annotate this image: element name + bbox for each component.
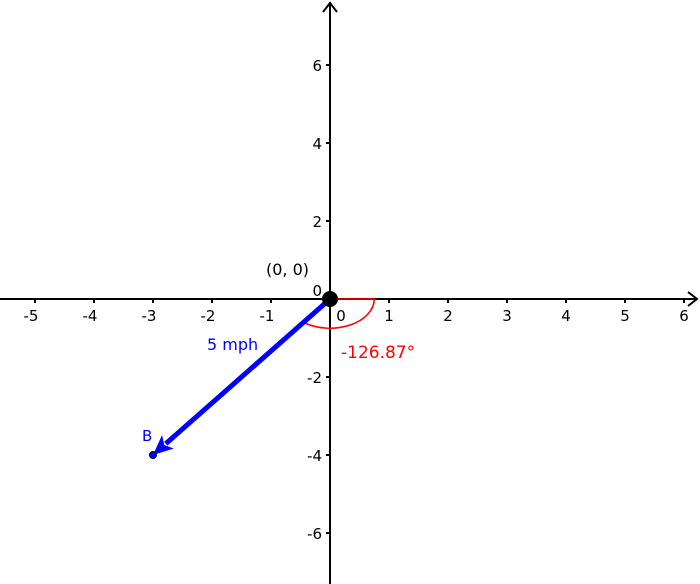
x-tick-label: -1: [260, 307, 275, 325]
x-tick-label: 1: [384, 307, 394, 325]
x-tick-label: 2: [443, 307, 453, 325]
y-tick-label: 6: [312, 57, 322, 75]
origin-label: (0, 0): [266, 260, 309, 279]
y-tick-label: 4: [312, 135, 322, 153]
vector-line[interactable]: [164, 297, 332, 446]
x-tick-label: 0: [336, 307, 346, 325]
x-tick-label: 6: [679, 307, 689, 325]
x-tick-label: -4: [83, 307, 98, 325]
y-tick-label: 0: [312, 282, 322, 300]
y-tick-label: -2: [307, 369, 322, 387]
angle-arc: [302, 298, 376, 330]
y-tick-label: -6: [307, 525, 322, 543]
vector-group[interactable]: [149, 291, 339, 459]
x-tick-label: -3: [142, 307, 157, 325]
x-tick-label: -2: [201, 307, 216, 325]
y-axis-arrow-icon: [322, 1, 338, 13]
origin-point[interactable]: [322, 291, 338, 307]
y-tick-label: 2: [312, 213, 322, 231]
angle-label: -126.87°: [341, 343, 415, 363]
x-tick-label: 3: [502, 307, 512, 325]
x-axis-arrow-icon: [687, 291, 699, 307]
point-b[interactable]: [149, 451, 157, 459]
y-tick-label: -4: [307, 447, 322, 465]
point-b-label: B: [142, 427, 152, 445]
x-tick-label: -5: [24, 307, 39, 325]
x-tick-label: 4: [561, 307, 571, 325]
vector-arrowhead-icon: [153, 435, 174, 455]
x-tick-label: 5: [620, 307, 630, 325]
angle-arc-shape: [302, 298, 376, 330]
tick-marks: -5 -4 -3 -2 -1 0 1 2 3 4 5 6 6 4 2 0 -2 -4 -6: [24, 57, 689, 543]
vector-label: 5 mph: [207, 335, 258, 354]
